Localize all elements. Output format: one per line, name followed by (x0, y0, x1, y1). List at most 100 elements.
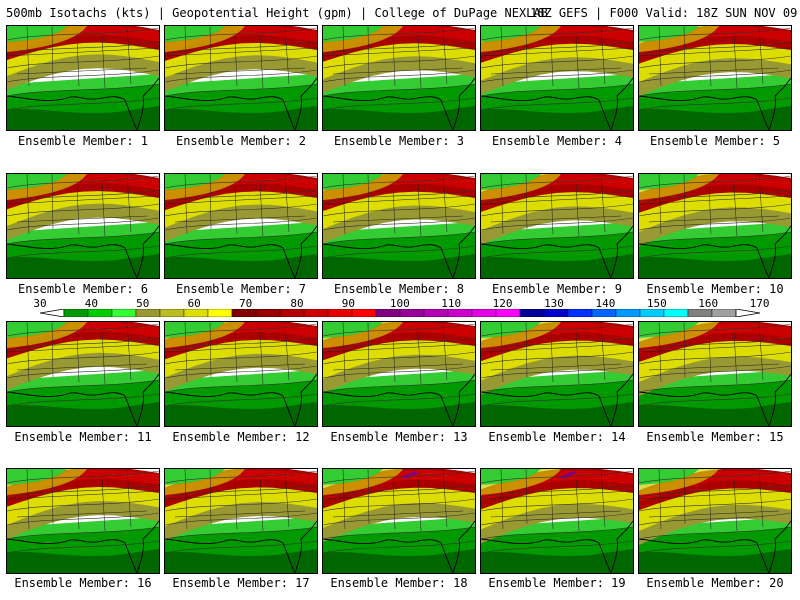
ensemble-map-panel (322, 468, 476, 574)
state-borders (7, 322, 159, 385)
height-contour (323, 175, 475, 189)
isotach-band-north-yellow (639, 469, 719, 495)
height-contour (481, 337, 633, 351)
height-contour (323, 203, 475, 217)
height-contour (7, 41, 159, 55)
height-contour (7, 498, 159, 512)
coastline (165, 225, 317, 278)
state-borders (323, 174, 475, 237)
height-contour (323, 231, 475, 245)
height-contour (165, 540, 317, 554)
coastline (639, 373, 791, 426)
colorbar-bin (447, 309, 473, 317)
height-contour (639, 484, 791, 498)
height-contour (481, 203, 633, 217)
ensemble-member-label: Ensemble Member: 7 (175, 282, 307, 296)
colorbar-bin (423, 309, 449, 317)
state-borders (165, 26, 317, 89)
height-contour (165, 189, 317, 203)
colorbar-tick-label: 170 (749, 297, 770, 310)
colorbar-tick-label: 120 (492, 297, 513, 310)
height-contour (323, 41, 475, 55)
ensemble-member-label: Ensemble Member: 2 (175, 134, 307, 148)
coastline (7, 225, 159, 278)
ensemble-member-label: Ensemble Member: 4 (491, 134, 623, 148)
isotach-band-20 (323, 549, 475, 573)
height-contour (7, 540, 159, 554)
state-borders (481, 469, 633, 532)
isotach-band-20 (165, 254, 317, 278)
height-contour (7, 379, 159, 393)
state-borders (481, 26, 633, 89)
height-contour (639, 41, 791, 55)
height-contour (639, 27, 791, 41)
ensemble-map-panel (6, 468, 160, 574)
coastline (7, 77, 159, 130)
colorbar-bin (687, 309, 713, 317)
isotach-band-north-yellow (481, 174, 561, 200)
height-contour (323, 323, 475, 337)
isotach-band-north-yellow (481, 26, 561, 52)
state-borders (481, 174, 633, 237)
isotach-band-20 (7, 402, 159, 426)
isotach-band-20 (323, 106, 475, 130)
isotach-band-90 (165, 322, 317, 352)
colorbar-tick-label: 150 (646, 297, 667, 310)
colorbar-bin (663, 309, 689, 317)
height-contour (323, 470, 475, 484)
ensemble-member-label: Ensemble Member: 15 (646, 430, 784, 444)
state-borders (639, 322, 791, 385)
isotach-band-north-yellow (7, 322, 87, 348)
isotach-band-north-yellow (323, 469, 403, 495)
valid-time: 18Z GEFS | F000 Valid: 18Z SUN NOV 09 20… (530, 6, 798, 20)
colorbar-left-arrow (40, 309, 65, 317)
height-contour (323, 498, 475, 512)
ensemble-member-label: Ensemble Member: 3 (333, 134, 465, 148)
colorbar-bin (87, 309, 113, 317)
state-borders (481, 322, 633, 385)
colorbar-bin (327, 309, 353, 317)
ensemble-member-label: Ensemble Member: 12 (172, 430, 310, 444)
height-contour (639, 526, 791, 540)
isotach-band-20 (481, 254, 633, 278)
height-contour (165, 55, 317, 69)
height-contour (165, 379, 317, 393)
height-contour (481, 323, 633, 337)
height-contour (481, 231, 633, 245)
isotach-band-north-yellow (323, 174, 403, 200)
isotach-band-90 (323, 469, 475, 501)
height-contour (7, 27, 159, 41)
height-contour (7, 97, 159, 111)
height-contour (165, 498, 317, 512)
isotach-band-north-yellow (165, 174, 245, 200)
height-contour (323, 27, 475, 41)
isotach-band-20 (165, 549, 317, 573)
coastline (165, 520, 317, 573)
ensemble-member-label: Ensemble Member: 1 (17, 134, 149, 148)
isotach-band-20 (323, 402, 475, 426)
isotach-band-90 (481, 470, 633, 502)
colorbar-tick-label: 40 (84, 297, 99, 310)
colorbar-bin (111, 309, 137, 317)
ensemble-member-label: Ensemble Member: 14 (488, 430, 626, 444)
isotach-band-20 (639, 254, 791, 278)
coastline (481, 225, 633, 278)
height-contour (639, 55, 791, 69)
state-borders (165, 469, 317, 532)
colorbar-tick-label: 140 (595, 297, 616, 310)
height-contour (323, 55, 475, 69)
colorbar-bin (591, 309, 617, 317)
colorbar-tick-label: 130 (544, 297, 564, 310)
coastline (481, 77, 633, 130)
isotach-core-purple (559, 471, 577, 479)
colorbar-bin (63, 309, 89, 317)
isotach-core-purple (401, 471, 419, 479)
height-contour (481, 41, 633, 55)
isotach-band-north-yellow (481, 469, 561, 495)
colorbar-bin (255, 309, 281, 317)
height-contour (639, 323, 791, 337)
ensemble-map-panel (322, 25, 476, 131)
height-contour (481, 189, 633, 203)
ensemble-member-label: Ensemble Member: 19 (488, 576, 626, 590)
height-contour (165, 175, 317, 189)
